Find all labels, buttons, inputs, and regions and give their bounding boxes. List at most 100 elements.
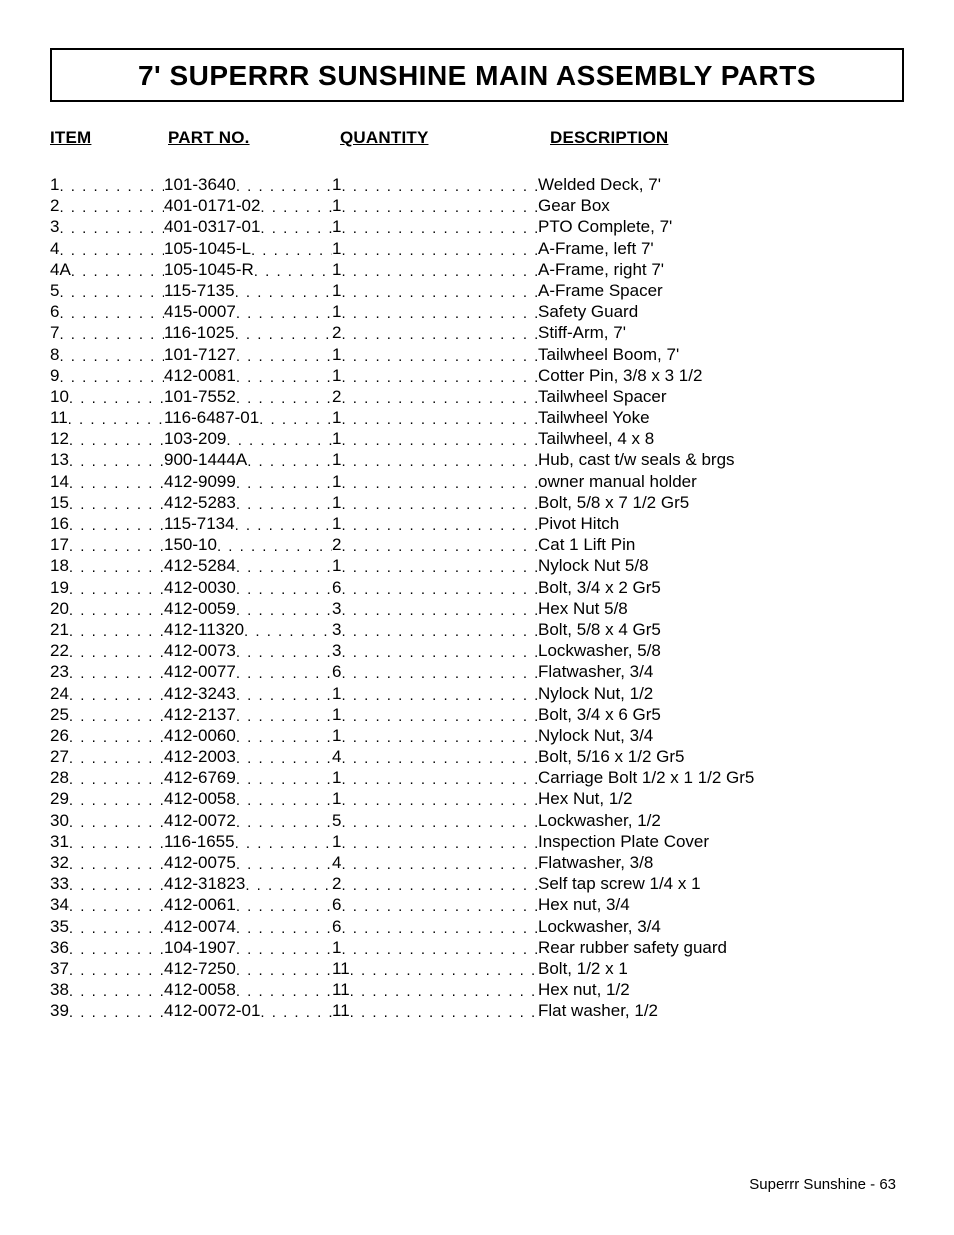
table-row: 11. . . . . . . . . . . . . . . .116-648… [50,409,904,426]
cell-desc: A-Frame, right 7' [538,261,664,278]
cell-part: 401-0171-02 [164,197,260,214]
dot-leader: . . . . . . . . . . . . . . . . [236,793,332,808]
cell-item: 19 [50,579,69,596]
dot-leader: . . . . . . . . . . . . . . . . [71,264,164,279]
cell-item: 26 [50,727,69,744]
dot-leader: . . . . . . . . . . . . . . . . [69,899,164,914]
dot-leader: . . . . . . . . . . . . . . . . . . . . … [341,878,538,893]
cell-item: 16 [50,515,69,532]
cell-item: 34 [50,896,69,913]
cell-desc: Hex Nut, 1/2 [538,790,633,807]
cell-qty: 1 [332,515,341,532]
cell-part: 412-0072-01 [164,1002,260,1019]
dot-leader: . . . . . . . . . . . . . . . . [69,454,164,469]
table-row: 29. . . . . . . . . . . . . . . .412-005… [50,790,904,807]
cell-part: 412-0075 [164,854,236,871]
cell-item: 15 [50,494,69,511]
dot-leader: . . . . . . . . . . . . . . . . [68,412,164,427]
dot-leader: . . . . . . . . . . . . . . . . . . . . … [341,306,538,321]
cell-part: 103-209 [164,430,226,447]
cell-qty: 1 [332,473,341,490]
dot-leader: . . . . . . . . . . . . . . . . . . . . … [341,666,538,681]
cell-part: 105-1045-L [164,240,251,257]
cell-desc: A-Frame, left 7' [538,240,654,257]
dot-leader: . . . . . . . . . . . . . . . . [236,370,332,385]
dot-leader: . . . . . . . . . . . . . . . . [69,1005,164,1020]
dot-leader: . . . . . . . . . . . . . . . . [236,942,332,957]
dot-leader: . . . . . . . . . . . . . . . . [69,391,164,406]
dot-leader: . . . . . . . . . . . . . . . . . . . . … [350,984,538,999]
dot-leader: . . . . . . . . . . . . . . . . [236,857,332,872]
cell-desc: Bolt, 3/4 x 6 Gr5 [538,706,661,723]
dot-leader: . . . . . . . . . . . . . . . . [235,285,332,300]
table-row: 25. . . . . . . . . . . . . . . .412-213… [50,706,904,723]
cell-qty: 1 [332,261,341,278]
table-row: 7. . . . . . . . . . . . . . . . .116-10… [50,324,904,341]
dot-leader: . . . . . . . . . . . . . . . . . [59,243,164,258]
dot-leader: . . . . . . . . . . . . . . . [244,624,332,639]
cell-qty: 5 [332,812,341,829]
dot-leader: . . . . . . . . . . . . . . . . . . . . … [341,264,538,279]
cell-item: 39 [50,1002,69,1019]
table-row: 4A. . . . . . . . . . . . . . . .105-104… [50,261,904,278]
table-row: 22. . . . . . . . . . . . . . . .412-007… [50,642,904,659]
cell-desc: Bolt, 5/8 x 7 1/2 Gr5 [538,494,689,511]
cell-desc: Bolt, 5/16 x 1/2 Gr5 [538,748,684,765]
cell-qty: 1 [332,494,341,511]
table-row: 6. . . . . . . . . . . . . . . . .415-00… [50,303,904,320]
cell-desc: Tailwheel Spacer [538,388,667,405]
cell-part: 101-7552 [164,388,236,405]
dot-leader: . . . . . . . . . . . . . . . . [235,327,332,342]
table-row: 20. . . . . . . . . . . . . . . .412-005… [50,600,904,617]
dot-leader: . . . . . . . . . . . . . . . . [69,984,164,999]
cell-part: 412-0074 [164,918,236,935]
cell-item: 23 [50,663,69,680]
cell-qty: 1 [332,367,341,384]
dot-leader: . . . . . . . . . . . . . . . . [69,963,164,978]
cell-desc: Self tap screw 1/4 x 1 [538,875,701,892]
table-row: 1. . . . . . . . . . . . . . . . .101-36… [50,176,904,193]
cell-item: 33 [50,875,69,892]
dot-leader: . . . . . . . . . . . . . . . . . . . . … [341,624,538,639]
cell-item: 6 [50,303,59,320]
dot-leader: . . . . . . . . . . . . . . . . [69,518,164,533]
dot-leader: . . . . . . . . . . . . . . . . . . . . … [341,815,538,830]
cell-qty: 2 [332,388,341,405]
cell-part: 412-3243 [164,685,236,702]
cell-part: 116-6487-01 [164,409,259,426]
cell-qty: 1 [332,557,341,574]
title-box: 7' SUPERRR SUNSHINE MAIN ASSEMBLY PARTS [50,48,904,102]
cell-item: 9 [50,367,59,384]
dot-leader: . . . . . . . . . . . . . . . . . . . . … [341,603,538,618]
header-qty: QUANTITY [340,128,550,148]
cell-item: 31 [50,833,69,850]
table-row: 12. . . . . . . . . . . . . . . .103-209… [50,430,904,447]
cell-desc: Tailwheel Boom, 7' [538,346,679,363]
dot-leader: . . . . . . . . . . . . . . . . . . . . … [341,476,538,491]
table-row: 17. . . . . . . . . . . . . . . .150-10.… [50,536,904,553]
cell-qty: 1 [332,706,341,723]
dot-leader: . . . . . . . . . . . . . . . . [236,772,332,787]
cell-item: 17 [50,536,69,553]
table-row: 4. . . . . . . . . . . . . . . . .105-10… [50,240,904,257]
cell-item: 20 [50,600,69,617]
cell-part: 115-7134 [164,515,235,532]
table-row: 13. . . . . . . . . . . . . . . .900-144… [50,451,904,468]
dot-leader: . . . . . . . . . . . . . . . . [69,793,164,808]
cell-qty: 1 [332,685,341,702]
cell-qty: 3 [332,642,341,659]
table-row: 30. . . . . . . . . . . . . . . .412-007… [50,812,904,829]
dot-leader: . . . . . . . . . . . . . . . . . . . . … [341,539,538,554]
cell-qty: 2 [332,875,341,892]
cell-part: 900-1444A [164,451,247,468]
table-row: 19. . . . . . . . . . . . . . . .412-003… [50,579,904,596]
cell-item: 36 [50,939,69,956]
cell-part: 415-0007 [164,303,236,320]
cell-desc: Flatwasher, 3/4 [538,663,653,680]
cell-desc: Pivot Hitch [538,515,619,532]
dot-leader: . . . . . . . . . . . . . . . . [69,921,164,936]
cell-qty: 6 [332,663,341,680]
cell-item: 35 [50,918,69,935]
dot-leader: . . . . . . . . . . . . . . . . [69,476,164,491]
cell-desc: Bolt, 3/4 x 2 Gr5 [538,579,661,596]
